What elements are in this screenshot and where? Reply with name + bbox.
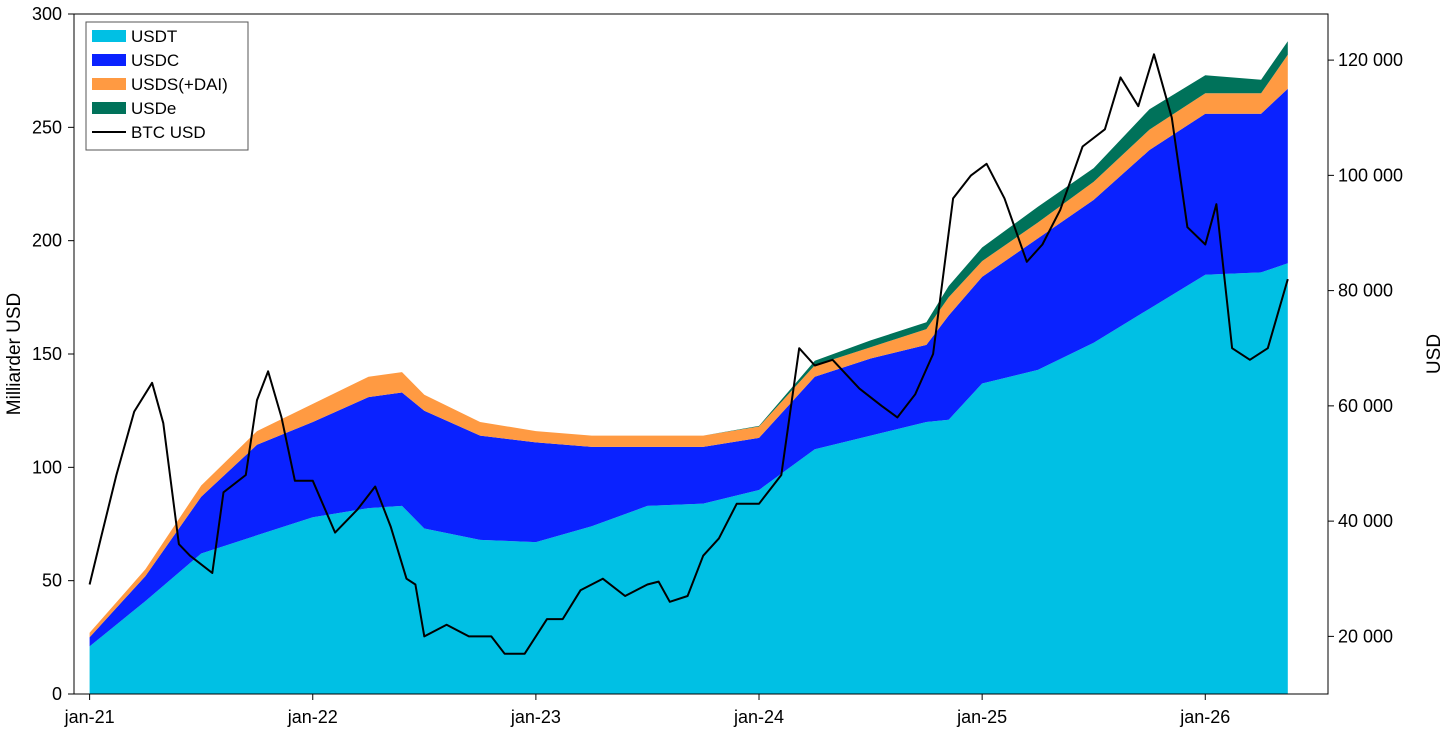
left-tick-label: 200: [32, 231, 62, 251]
left-tick-label: 250: [32, 117, 62, 137]
x-tick-label: jan-23: [510, 707, 561, 727]
x-axis: jan-21 jan-22 jan-23 jan-24 jan-25 jan-26: [64, 694, 1230, 727]
legend: USDT USDC USDS(+DAI) USDe BTC USD: [85, 21, 249, 151]
left-tick-label: 300: [32, 4, 62, 24]
left-tick-label: 150: [32, 344, 62, 364]
x-tick-label: jan-24: [733, 707, 784, 727]
left-tick-label: 50: [42, 571, 62, 591]
stacked-areas: [89, 41, 1288, 694]
legend-swatch: [92, 102, 126, 114]
legend-label: USDe: [131, 99, 176, 118]
x-tick-label: jan-25: [956, 707, 1007, 727]
left-tick-label: 100: [32, 457, 62, 477]
area-usde: [89, 41, 1288, 633]
left-tick-label: 0: [52, 684, 62, 704]
right-tick-label: 80 000: [1338, 281, 1393, 301]
legend-swatch: [92, 54, 126, 66]
left-y-axis: 0 50 100 150 200 250 300: [32, 4, 74, 704]
x-tick-label: jan-21: [64, 707, 115, 727]
legend-label: USDT: [131, 27, 177, 46]
right-tick-label: 20 000: [1338, 626, 1393, 646]
legend-swatch: [92, 30, 126, 42]
area-usdc: [89, 88, 1288, 647]
legend-label: USDC: [131, 51, 179, 70]
right-tick-label: 100 000: [1338, 165, 1403, 185]
right-axis-title: USD: [1424, 334, 1445, 374]
btc-usd-line: [88, 53, 1289, 655]
btc-line-layer: [88, 53, 1289, 655]
x-tick-label: jan-22: [287, 707, 338, 727]
right-tick-label: 40 000: [1338, 511, 1393, 531]
legend-label: BTC USD: [131, 123, 206, 142]
right-tick-label: 120 000: [1338, 50, 1403, 70]
legend-swatch: [92, 78, 126, 90]
right-tick-label: 60 000: [1338, 396, 1393, 416]
x-tick-label: jan-26: [1179, 707, 1230, 727]
area-usdt: [89, 263, 1288, 694]
right-y-axis: 20 000 40 000 60 000 80 000 100 000 120 000: [1328, 50, 1403, 646]
legend-label: USDS(+DAI): [131, 75, 228, 94]
left-axis-title: Milliarder USD: [4, 293, 25, 415]
